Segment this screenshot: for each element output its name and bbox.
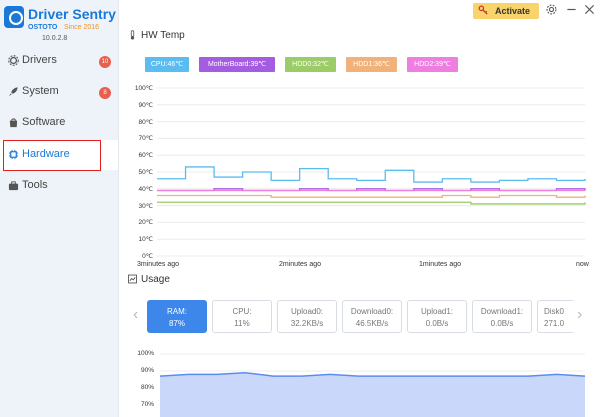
y-tick-label: 60℃ xyxy=(138,152,153,160)
x-tick-label: 3minutes ago xyxy=(137,261,180,268)
sidebar-item-label: System xyxy=(22,85,59,97)
app-title: Driver Sentry xyxy=(28,6,116,22)
settings-icon[interactable] xyxy=(546,4,557,15)
usage-card-download1[interactable]: Download1: 0.0B/s xyxy=(472,300,532,333)
thermometer-icon xyxy=(130,30,135,40)
usage-card-label: RAM: xyxy=(167,307,187,316)
usage-card-value: 46.5KB/s xyxy=(355,319,389,328)
usage-card-label: Upload1: xyxy=(420,307,454,316)
usage-card-disk0[interactable]: Disk0 271.0 xyxy=(537,300,573,333)
system-count-badge: 8 xyxy=(99,87,111,99)
y-tick-label: 100℃ xyxy=(134,85,153,92)
usage-card-label: CPU: xyxy=(232,307,252,316)
sidebar-item-label: Software xyxy=(22,116,66,128)
y-tick-label: 90% xyxy=(140,367,154,374)
sidebar-item-label: Drivers xyxy=(22,54,57,66)
logo-icon xyxy=(4,6,24,28)
rocket-icon xyxy=(8,87,18,97)
bag-icon xyxy=(9,118,18,128)
y-tick-label: 50℃ xyxy=(138,169,153,176)
usage-card-label: Download1: xyxy=(480,307,524,316)
x-tick-label: now xyxy=(576,261,589,268)
sidebar-item-system[interactable]: System 8 xyxy=(0,77,118,107)
chevron-left-icon[interactable]: ‹ xyxy=(133,306,139,323)
since-label: Since 2016 xyxy=(64,24,100,31)
usage-card-upload1[interactable]: Upload1: 0.0B/s xyxy=(407,300,467,333)
ram-series-line xyxy=(159,371,586,377)
y-tick-label: 30℃ xyxy=(138,202,153,210)
minimize-icon[interactable] xyxy=(566,4,577,15)
y-tick-label: 10℃ xyxy=(138,236,153,244)
x-tick-label: 1minutes ago xyxy=(419,261,462,268)
chip-icon xyxy=(8,149,19,160)
x-tick-label: 2minutes ago xyxy=(279,261,322,268)
app-logo: Driver Sentry OSTOTO Since 2016 10.0.2.8 xyxy=(4,4,116,42)
legend-hdd1[interactable]: HDD1:36℃ xyxy=(346,57,397,72)
y-tick-label: 100% xyxy=(137,350,154,357)
drivers-count-badge: 10 xyxy=(99,56,111,68)
legend-motherboard[interactable]: MotherBoard:39℃ xyxy=(199,57,275,72)
usage-card-download0[interactable]: Download0: 46.5KB/s xyxy=(342,300,402,333)
brand-name: OSTOTO xyxy=(28,24,58,31)
usage-card-value: 0.0B/s xyxy=(490,319,514,328)
usage-card-ram[interactable]: RAM: 87% xyxy=(147,300,207,333)
legend-hdd0[interactable]: HDD0:32℃ xyxy=(285,57,336,72)
sidebar-item-label: Tools xyxy=(22,179,48,191)
y-tick-label: 0℃ xyxy=(142,253,153,260)
app-version: 10.0.2.8 xyxy=(42,35,68,42)
usage-card-value: 87% xyxy=(168,319,185,328)
sidebar-item-software[interactable]: Software xyxy=(0,108,118,138)
gear-icon xyxy=(8,55,19,66)
chevron-right-icon[interactable]: › xyxy=(577,306,583,323)
usage-card-value: 32.2KB/s xyxy=(290,319,324,328)
activate-label: Activate xyxy=(495,6,531,16)
hw-temp-title: HW Temp xyxy=(141,30,185,41)
series-line-3 xyxy=(157,194,586,198)
usage-card-label: Download0: xyxy=(350,307,394,316)
usage-card-label: Disk0 xyxy=(544,307,565,316)
usage-card-upload0[interactable]: Upload0: 32.2KB/s xyxy=(277,300,337,333)
y-tick-label: 70% xyxy=(140,401,154,408)
series-line-0 xyxy=(157,166,586,183)
usage-title: Usage xyxy=(141,274,170,285)
sidebar-item-drivers[interactable]: Drivers 10 xyxy=(0,46,118,76)
series-line-1 xyxy=(157,188,586,192)
y-tick-label: 80℃ xyxy=(138,118,153,126)
legend-hdd2[interactable]: HDD2:39℃ xyxy=(407,57,458,72)
sidebar-item-label: Hardware xyxy=(22,148,70,160)
y-tick-label: 70℃ xyxy=(138,135,153,143)
toolbox-icon xyxy=(8,181,19,191)
usage-card-value: 0.0B/s xyxy=(425,319,449,328)
sidebar: Driver Sentry OSTOTO Since 2016 10.0.2.8… xyxy=(0,0,119,417)
y-tick-label: 40℃ xyxy=(138,185,153,193)
series-line-2 xyxy=(157,201,586,205)
y-tick-label: 90℃ xyxy=(138,101,153,109)
sidebar-item-hardware[interactable]: Hardware xyxy=(0,140,118,170)
close-icon[interactable] xyxy=(584,4,595,15)
y-tick-label: 20℃ xyxy=(138,219,153,227)
usage-card-label: Upload0: xyxy=(290,307,324,316)
usage-icon xyxy=(128,274,137,284)
ram-area-fill xyxy=(160,372,585,417)
key-icon xyxy=(478,5,488,15)
sidebar-item-tools[interactable]: Tools xyxy=(0,171,118,201)
legend-cpu[interactable]: CPU:46℃ xyxy=(145,57,189,72)
y-tick-label: 80% xyxy=(140,384,154,391)
usage-card-value: 11% xyxy=(234,319,250,328)
usage-card-cpu[interactable]: CPU: 11% xyxy=(212,300,272,333)
activate-button[interactable]: Activate xyxy=(473,3,539,19)
usage-card-value: 271.0 xyxy=(544,319,565,328)
